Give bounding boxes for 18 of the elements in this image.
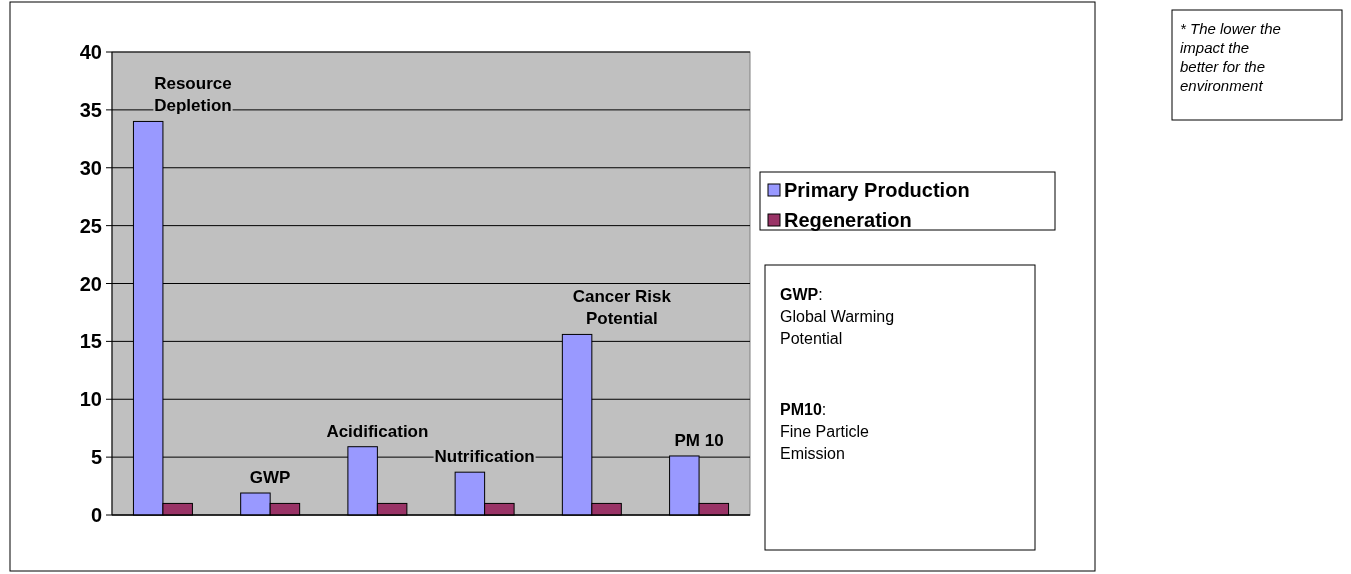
y-tick-label: 0	[90, 504, 102, 526]
y-tick-label: 30	[79, 156, 102, 179]
y-tick-label: 20	[79, 272, 102, 295]
text: * The lower the impact the better for the environment	[1180, 20, 1281, 94]
y-tick-label: 10	[79, 388, 102, 411]
legend-label: Regeneration	[784, 209, 912, 231]
y-tick-label: 40	[79, 41, 102, 63]
x-tick-label: Acidification	[326, 421, 429, 441]
x-tick-label: GWP	[249, 468, 291, 488]
x-tick-label: PM 10	[674, 430, 724, 450]
y-tick-label: 35	[79, 98, 102, 121]
y-tick-label: 5	[90, 446, 102, 469]
legend-label: Primary Production	[784, 179, 970, 201]
text: GWP: Global Warming Potential	[780, 286, 895, 347]
y-tick-label: 25	[79, 214, 102, 237]
y-tick-label: 15	[79, 330, 102, 353]
text: PM10: Fine Particle Emission	[780, 401, 870, 462]
x-tick-label: Cancer Risk Potential	[572, 287, 672, 329]
